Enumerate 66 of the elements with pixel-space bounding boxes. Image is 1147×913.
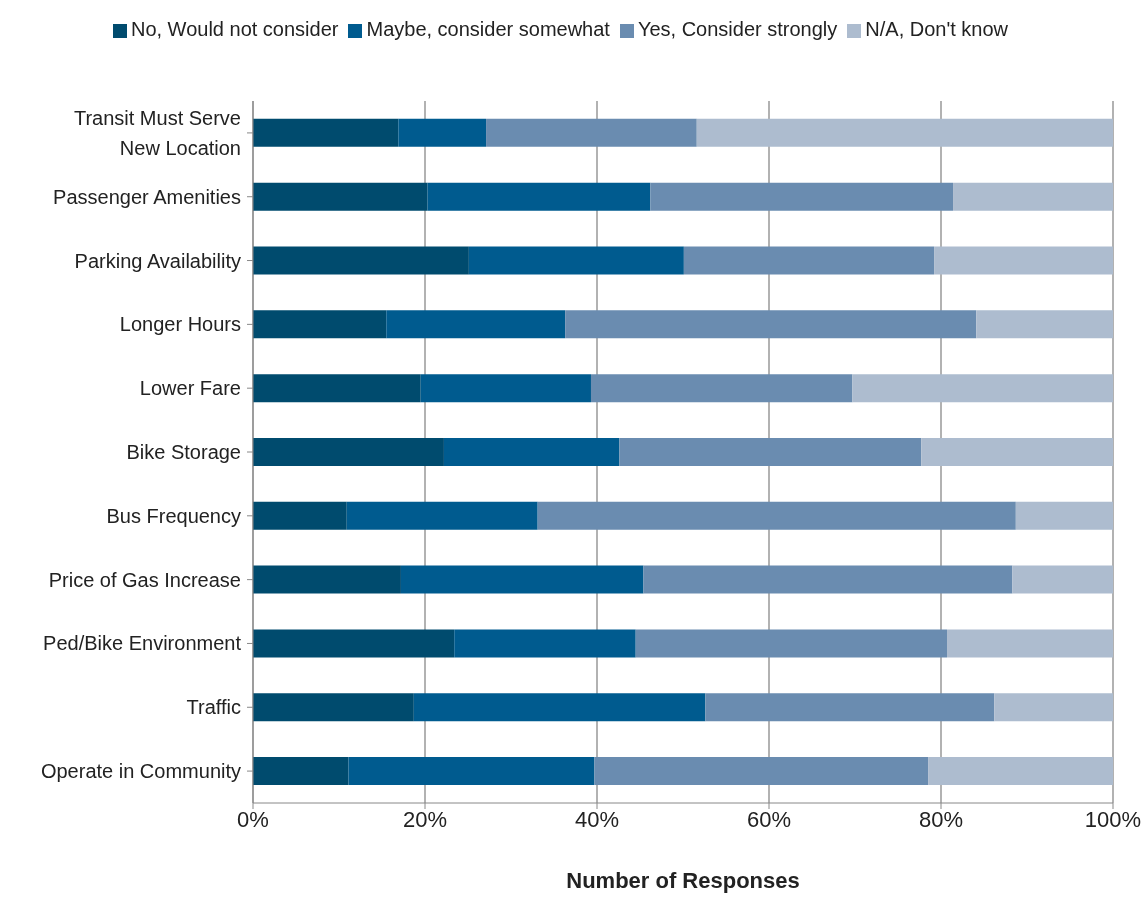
legend-label: N/A, Don't know <box>865 18 1009 40</box>
legend-label: Maybe, consider somewhat <box>366 18 610 40</box>
bar <box>537 501 1016 530</box>
bar <box>253 757 349 786</box>
bar <box>1012 565 1113 594</box>
bar <box>486 118 697 147</box>
bar <box>953 182 1113 211</box>
bar <box>253 374 421 403</box>
bar <box>635 629 948 658</box>
bar <box>253 246 469 275</box>
y-tick-label: Bike Storage <box>126 441 241 463</box>
bar <box>398 118 487 147</box>
y-tick-label: Price of Gas Increase <box>48 568 241 591</box>
y-tick-label: Passenger Amenities <box>53 185 241 208</box>
bar <box>253 118 399 147</box>
bar <box>594 757 929 786</box>
bar <box>947 629 1113 658</box>
bar <box>683 246 935 275</box>
x-tick-label: 40% <box>574 806 620 832</box>
bar <box>443 437 620 466</box>
bar <box>590 374 853 403</box>
x-tick-label: 60% <box>746 806 792 832</box>
x-tick-label: 80% <box>918 806 964 832</box>
y-tick-label: Longer Hours <box>119 313 241 336</box>
bar <box>253 437 444 466</box>
bar <box>705 693 995 722</box>
bar <box>413 693 706 722</box>
bar <box>696 118 1113 147</box>
bar <box>346 501 538 530</box>
bar <box>454 629 636 658</box>
bar <box>934 246 1113 275</box>
bar <box>427 182 651 211</box>
bar <box>1015 501 1113 530</box>
y-tick-label: Bus Frequency <box>106 504 241 527</box>
bar <box>400 565 644 594</box>
y-tick-label: Transit Must Serve New Location <box>73 106 241 159</box>
bar <box>643 565 1013 594</box>
bar <box>253 693 414 722</box>
y-tick-label: Traffic <box>186 696 241 719</box>
x-tick-label: 20% <box>402 806 448 832</box>
bar <box>565 310 977 339</box>
bar <box>921 437 1113 466</box>
bar <box>348 757 595 786</box>
y-tick-label: Ped/Bike Environment <box>43 632 242 655</box>
x-tick-label: 100% <box>1084 806 1142 832</box>
bar <box>619 437 922 466</box>
bar <box>253 501 347 530</box>
bar <box>468 246 684 275</box>
bar <box>852 374 1113 403</box>
y-tick-label: Lower Fare <box>139 377 241 400</box>
legend-label: No, Would not consider <box>130 18 339 40</box>
bar <box>650 182 954 211</box>
bar <box>253 565 401 594</box>
x-tick-label: 0% <box>237 806 269 832</box>
bar <box>386 310 566 339</box>
bar <box>253 182 428 211</box>
bar <box>928 757 1113 786</box>
legend-label: Yes, Consider strongly <box>637 18 838 40</box>
bar <box>994 693 1113 722</box>
bar <box>253 310 387 339</box>
x-axis-title: Number of Responses <box>566 868 800 893</box>
y-tick-label: Parking Availability <box>74 249 241 272</box>
bar <box>420 374 591 403</box>
y-tick-label: Operate in Community <box>40 760 241 783</box>
bar <box>976 310 1113 339</box>
bar <box>253 629 455 658</box>
